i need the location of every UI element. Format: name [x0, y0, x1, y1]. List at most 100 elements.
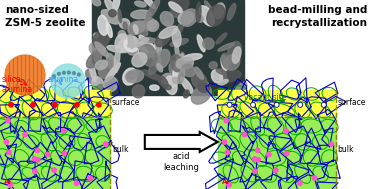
Circle shape — [74, 181, 79, 185]
FancyArrow shape — [145, 132, 218, 152]
Ellipse shape — [92, 77, 104, 90]
Ellipse shape — [209, 62, 217, 69]
Circle shape — [36, 158, 40, 162]
Ellipse shape — [127, 45, 138, 55]
Circle shape — [6, 119, 10, 123]
Ellipse shape — [161, 73, 178, 88]
Ellipse shape — [160, 12, 173, 26]
Ellipse shape — [98, 60, 115, 78]
Ellipse shape — [192, 73, 207, 89]
Ellipse shape — [184, 90, 189, 98]
Text: acid
leaching: acid leaching — [163, 152, 199, 172]
Ellipse shape — [214, 3, 225, 19]
Ellipse shape — [196, 2, 201, 22]
Ellipse shape — [219, 69, 227, 83]
Circle shape — [274, 102, 279, 107]
Ellipse shape — [127, 38, 149, 47]
Ellipse shape — [137, 41, 155, 58]
Ellipse shape — [87, 51, 102, 68]
Ellipse shape — [92, 0, 101, 6]
Ellipse shape — [113, 0, 120, 11]
Ellipse shape — [123, 37, 138, 48]
Ellipse shape — [86, 69, 100, 87]
Ellipse shape — [172, 77, 179, 84]
Ellipse shape — [125, 35, 134, 40]
Bar — [92, 0, 244, 95]
Ellipse shape — [107, 53, 118, 73]
Ellipse shape — [104, 77, 117, 91]
Ellipse shape — [126, 70, 144, 83]
Ellipse shape — [218, 80, 228, 85]
Ellipse shape — [221, 55, 228, 71]
Circle shape — [267, 152, 271, 157]
Ellipse shape — [178, 11, 194, 25]
Circle shape — [256, 148, 260, 153]
Circle shape — [51, 64, 85, 98]
Ellipse shape — [95, 42, 109, 57]
Ellipse shape — [207, 5, 225, 26]
Ellipse shape — [123, 22, 127, 29]
Bar — [218, 90, 336, 117]
Ellipse shape — [124, 39, 138, 52]
Ellipse shape — [137, 44, 149, 53]
Ellipse shape — [181, 9, 197, 26]
Circle shape — [9, 103, 13, 107]
Ellipse shape — [139, 25, 148, 36]
Text: Al: Al — [222, 179, 230, 185]
Circle shape — [78, 73, 81, 76]
Circle shape — [298, 102, 303, 107]
Circle shape — [225, 150, 230, 155]
Ellipse shape — [170, 10, 187, 18]
Ellipse shape — [90, 84, 102, 99]
Circle shape — [5, 55, 45, 95]
Ellipse shape — [170, 39, 188, 46]
Circle shape — [222, 140, 227, 144]
Ellipse shape — [127, 71, 139, 79]
Ellipse shape — [165, 76, 177, 94]
Ellipse shape — [169, 2, 182, 12]
Circle shape — [104, 142, 108, 146]
Circle shape — [23, 132, 27, 137]
Circle shape — [285, 151, 289, 156]
Ellipse shape — [176, 22, 184, 35]
Ellipse shape — [175, 42, 180, 64]
Circle shape — [68, 71, 70, 74]
Ellipse shape — [141, 37, 157, 43]
Circle shape — [53, 75, 56, 78]
Ellipse shape — [115, 34, 129, 53]
Ellipse shape — [232, 47, 241, 63]
Ellipse shape — [128, 21, 145, 35]
Circle shape — [9, 183, 13, 187]
Ellipse shape — [93, 33, 98, 38]
Circle shape — [53, 103, 57, 107]
Ellipse shape — [191, 85, 211, 104]
Ellipse shape — [118, 9, 122, 22]
Ellipse shape — [150, 85, 159, 90]
Circle shape — [75, 103, 79, 107]
Circle shape — [7, 150, 11, 155]
Ellipse shape — [109, 10, 116, 17]
Circle shape — [31, 103, 35, 107]
Circle shape — [62, 129, 66, 133]
Ellipse shape — [118, 36, 138, 53]
Circle shape — [298, 181, 302, 185]
Ellipse shape — [197, 35, 205, 52]
Text: surface: surface — [112, 98, 140, 107]
Circle shape — [72, 72, 75, 75]
Circle shape — [312, 176, 317, 180]
Ellipse shape — [134, 25, 138, 34]
Ellipse shape — [159, 76, 168, 87]
Circle shape — [227, 183, 231, 187]
Ellipse shape — [114, 49, 120, 69]
Ellipse shape — [183, 54, 202, 60]
Ellipse shape — [139, 35, 146, 41]
Ellipse shape — [107, 45, 124, 52]
Ellipse shape — [132, 21, 155, 31]
Ellipse shape — [95, 60, 107, 70]
Text: Al: Al — [4, 179, 12, 185]
Bar — [0, 117, 110, 189]
Ellipse shape — [159, 26, 178, 38]
Text: bulk: bulk — [112, 145, 128, 154]
Ellipse shape — [176, 57, 194, 69]
Ellipse shape — [169, 61, 181, 76]
